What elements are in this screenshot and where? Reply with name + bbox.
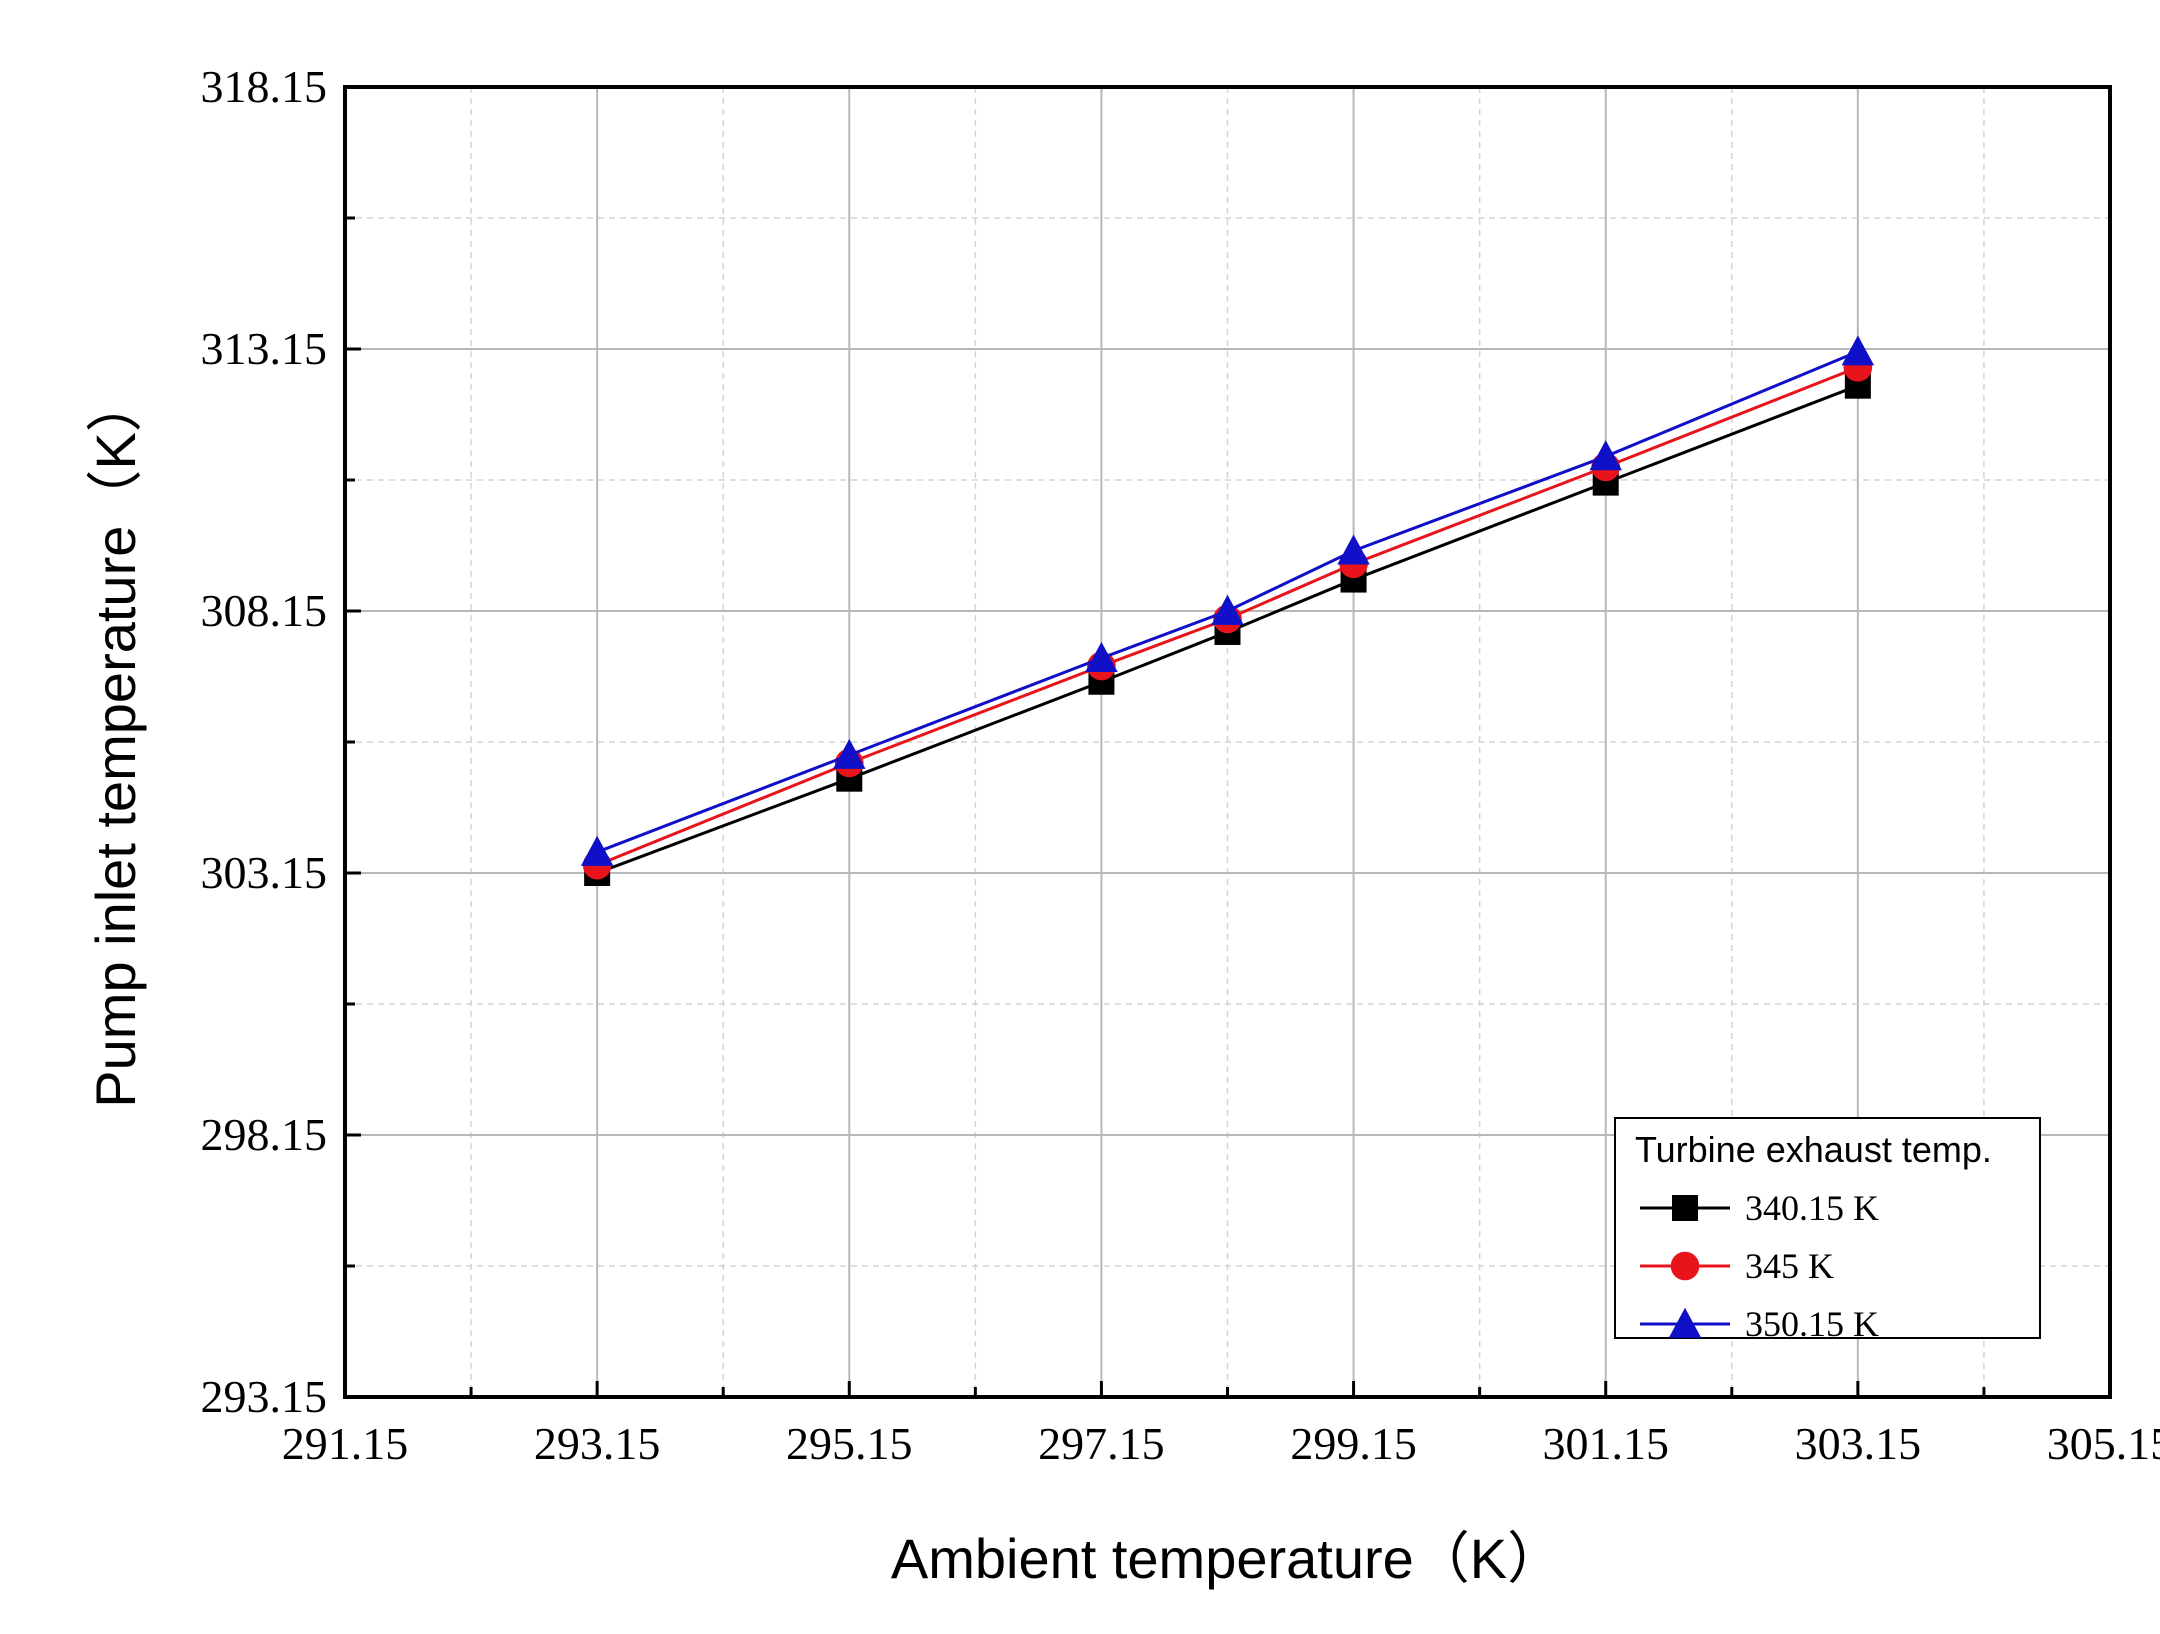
- y-tick-label: 298.15: [201, 1109, 328, 1160]
- data-point: [1085, 641, 1118, 672]
- series-group: [580, 335, 1875, 886]
- legend-entry: 340.15 K: [1640, 1188, 1879, 1228]
- legend: Turbine exhaust temp. 340.15 K 345 K 350.1…: [1614, 1117, 2041, 1344]
- legend-entries: 340.15 K 345 K 350.15 K: [1640, 1188, 1879, 1344]
- data-point: [1337, 534, 1370, 565]
- x-tick-label: 303.15: [1795, 1418, 1922, 1469]
- axis-ticks: 291.15 293.15 295.15 297.15 299.15 301.15 303.…: [201, 61, 2160, 1469]
- data-point: [1211, 594, 1244, 625]
- x-tick-label: 301.15: [1542, 1418, 1669, 1469]
- legend-entry: 350.15 K: [1640, 1304, 1879, 1344]
- legend-marker: [1672, 1195, 1698, 1221]
- legend-marker: [1670, 1251, 1700, 1281]
- x-tick-label: 293.15: [534, 1418, 661, 1469]
- x-axis-title: Ambient temperature（K）: [891, 1527, 1563, 1590]
- y-tick-label: 308.15: [201, 585, 328, 636]
- x-tick-label: 291.15: [282, 1418, 409, 1469]
- legend-title: Turbine exhaust temp.: [1635, 1129, 1992, 1170]
- x-tick-label: 299.15: [1290, 1418, 1417, 1469]
- legend-label: 350.15 K: [1745, 1304, 1879, 1344]
- data-point: [1841, 335, 1875, 366]
- legend-label: 345 K: [1745, 1246, 1834, 1286]
- y-tick-label: 318.15: [201, 61, 328, 112]
- x-tick-label: 305.15: [2047, 1418, 2160, 1469]
- legend-marker: [1668, 1307, 1702, 1338]
- x-tick-label: 295.15: [786, 1418, 913, 1469]
- y-tick-label: 293.15: [201, 1371, 328, 1422]
- grid: [345, 87, 2110, 1397]
- y-tick-label: 303.15: [201, 847, 328, 898]
- series-3: [580, 335, 1875, 866]
- y-tick-label: 313.15: [201, 323, 328, 374]
- y-axis-title: Pump inlet temperature（K）: [84, 376, 147, 1107]
- data-point: [1589, 440, 1622, 471]
- data-point: [580, 835, 614, 866]
- legend-frame: [1614, 1117, 2041, 1339]
- legend-label: 340.15 K: [1745, 1188, 1879, 1228]
- x-tick-label: 297.15: [1038, 1418, 1165, 1469]
- data-point: [833, 738, 866, 769]
- legend-entry: 345 K: [1640, 1246, 1834, 1286]
